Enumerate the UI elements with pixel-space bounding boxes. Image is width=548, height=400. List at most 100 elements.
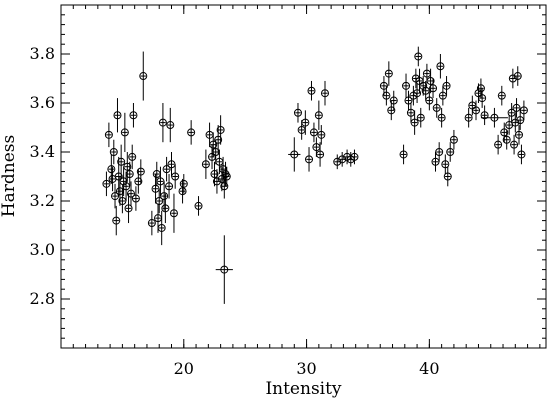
data-point bbox=[102, 171, 111, 197]
data-point bbox=[399, 144, 408, 165]
data-point bbox=[124, 193, 133, 224]
point-marker bbox=[441, 160, 450, 169]
data-point bbox=[389, 90, 398, 111]
point-marker bbox=[476, 84, 485, 93]
data-point bbox=[129, 103, 138, 128]
point-marker bbox=[212, 177, 221, 186]
point-marker bbox=[480, 111, 489, 120]
point-marker bbox=[293, 108, 302, 117]
point-marker bbox=[301, 118, 310, 127]
point-marker bbox=[290, 150, 299, 159]
data-point bbox=[497, 85, 506, 106]
y-tick-label: 3.6 bbox=[30, 93, 55, 112]
data-point bbox=[209, 132, 218, 157]
data-point bbox=[514, 125, 523, 145]
data-point bbox=[419, 76, 428, 96]
data-point bbox=[113, 98, 122, 133]
point-marker bbox=[113, 111, 122, 120]
data-point bbox=[443, 166, 452, 187]
data-point bbox=[155, 188, 164, 214]
data-point bbox=[293, 103, 302, 123]
point-marker bbox=[166, 121, 175, 130]
point-marker bbox=[129, 111, 138, 120]
data-point bbox=[211, 139, 220, 165]
point-marker bbox=[435, 148, 444, 156]
data-point bbox=[512, 98, 521, 118]
point-marker bbox=[508, 74, 517, 83]
point-marker bbox=[179, 179, 188, 188]
point-marker bbox=[419, 81, 428, 90]
y-axis-title: Hardness bbox=[0, 135, 19, 217]
point-marker bbox=[109, 148, 118, 156]
data-point bbox=[128, 144, 137, 170]
point-marker bbox=[379, 81, 388, 90]
data-point bbox=[426, 68, 435, 94]
point-marker bbox=[384, 69, 393, 78]
data-point bbox=[314, 100, 323, 130]
y-tick-label: 3.8 bbox=[30, 44, 55, 63]
data-point bbox=[517, 144, 526, 165]
point-marker bbox=[472, 106, 481, 115]
x-tick-label: 20 bbox=[174, 359, 194, 378]
point-marker bbox=[490, 113, 499, 122]
data-point bbox=[160, 181, 169, 211]
point-marker bbox=[382, 91, 391, 100]
data-point bbox=[220, 174, 229, 199]
point-marker bbox=[126, 189, 135, 198]
data-point bbox=[307, 80, 316, 101]
data-point bbox=[112, 205, 121, 236]
point-marker bbox=[333, 157, 342, 166]
data-point bbox=[494, 134, 503, 155]
point-marker bbox=[497, 91, 506, 100]
data-point bbox=[416, 107, 425, 128]
point-marker bbox=[131, 194, 140, 203]
data-point bbox=[114, 156, 123, 197]
data-point bbox=[410, 110, 419, 135]
point-marker bbox=[161, 204, 170, 213]
point-marker bbox=[157, 223, 166, 232]
data-point bbox=[161, 193, 170, 224]
point-marker bbox=[443, 172, 452, 181]
data-point bbox=[305, 147, 314, 172]
data-point bbox=[157, 210, 166, 246]
data-point bbox=[316, 142, 325, 167]
data-point bbox=[346, 152, 355, 167]
point-marker bbox=[123, 162, 132, 171]
point-marker bbox=[316, 150, 325, 159]
point-marker bbox=[314, 111, 323, 120]
point-marker bbox=[402, 81, 411, 90]
point-marker bbox=[512, 103, 521, 112]
point-marker bbox=[410, 118, 419, 127]
point-marker bbox=[209, 140, 218, 149]
point-marker bbox=[155, 197, 164, 205]
data-point bbox=[136, 159, 145, 184]
data-point bbox=[432, 98, 441, 118]
point-marker bbox=[513, 72, 522, 81]
y-tick-label: 3.2 bbox=[30, 191, 55, 210]
point-marker bbox=[158, 118, 167, 127]
data-point bbox=[158, 103, 167, 143]
point-marker bbox=[125, 170, 134, 179]
point-marker bbox=[307, 86, 316, 95]
point-marker bbox=[404, 96, 413, 105]
point-marker bbox=[120, 128, 129, 137]
point-marker bbox=[194, 201, 203, 210]
data-point bbox=[126, 181, 135, 206]
data-point bbox=[166, 107, 175, 143]
point-marker bbox=[511, 118, 520, 127]
data-point bbox=[437, 107, 446, 128]
point-marker bbox=[494, 140, 503, 149]
point-marker bbox=[442, 81, 451, 90]
data-point bbox=[425, 90, 434, 111]
point-marker bbox=[519, 106, 528, 115]
point-marker bbox=[139, 72, 148, 81]
data-point bbox=[162, 156, 171, 182]
data-point bbox=[411, 68, 420, 89]
point-marker bbox=[399, 150, 408, 159]
data-point bbox=[500, 122, 509, 143]
point-marker bbox=[502, 135, 511, 144]
point-marker bbox=[169, 209, 178, 218]
data-point bbox=[288, 137, 301, 172]
point-marker bbox=[160, 192, 169, 201]
